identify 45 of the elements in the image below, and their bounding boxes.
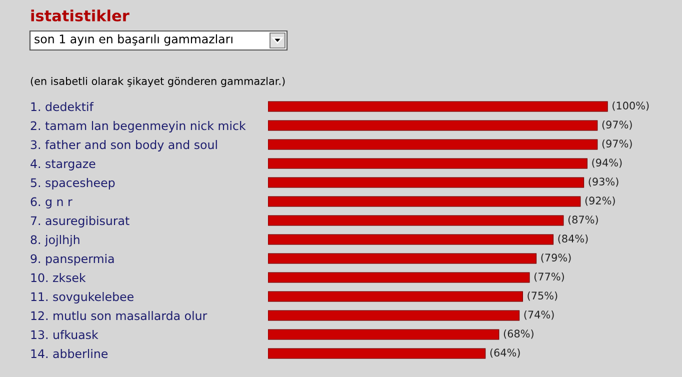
text: istatistikler — [31, 10, 130, 22]
y-tick-label: 5. spacesheep — [30, 178, 115, 190]
data-label: (75%) — [528, 291, 558, 301]
data-label: (87%) — [568, 215, 598, 225]
data-label: (94%) — [592, 158, 622, 168]
y-tick-label: 9. panspermia — [30, 254, 114, 266]
bar — [268, 234, 554, 245]
data-label: (97%) — [602, 139, 632, 149]
y-tick-label: 3. father and son body and soul — [30, 140, 217, 152]
data-label: (92%) — [585, 196, 615, 206]
bar — [268, 196, 581, 207]
y-tick-label: 14. abberline — [31, 349, 108, 358]
bar — [268, 215, 564, 226]
y-tick-label: 13. ufkuask — [31, 330, 98, 340]
bar — [268, 139, 598, 150]
bar — [268, 101, 608, 112]
data-label: (79%) — [541, 253, 571, 263]
bar — [268, 272, 530, 283]
bar — [268, 158, 588, 169]
y-tick-label: 12. mutlu son masallarda olur — [31, 311, 208, 320]
bar — [268, 253, 537, 264]
bar — [268, 177, 584, 188]
bar — [268, 329, 500, 340]
data-label: (84%) — [558, 234, 588, 244]
bar — [268, 291, 523, 302]
data-label: (93%) — [588, 177, 618, 187]
y-tick-label: 1. dedektif — [31, 102, 94, 112]
data-label: (74%) — [524, 310, 554, 320]
data-label: (68%) — [504, 329, 534, 339]
text: (en isabetli olarak şikayet gönderen gammazlar.) — [30, 76, 285, 88]
y-tick-label: 2. tamam lan begenmeyin nick mick — [30, 121, 246, 132]
y-tick-label: 11. sovgukelebee — [31, 292, 134, 304]
bar — [268, 348, 486, 359]
data-label: (64%) — [490, 348, 520, 358]
y-tick-label: 10. zksek — [31, 273, 86, 282]
y-tick-label: 4. stargaze — [30, 159, 96, 170]
data-label: (77%) — [534, 272, 564, 282]
data-label: (100%) — [612, 101, 649, 111]
y-tick-label: 7. asuregibisurat — [30, 216, 130, 228]
data-label: (97%) — [602, 120, 632, 130]
bar — [268, 120, 598, 131]
y-tick-label: 8. jojlhjh — [30, 235, 80, 246]
bar — [268, 310, 520, 321]
y-tick-label: 6. g n r — [30, 197, 72, 208]
text: son 1 ayın en başarılı gammazları — [34, 34, 232, 46]
